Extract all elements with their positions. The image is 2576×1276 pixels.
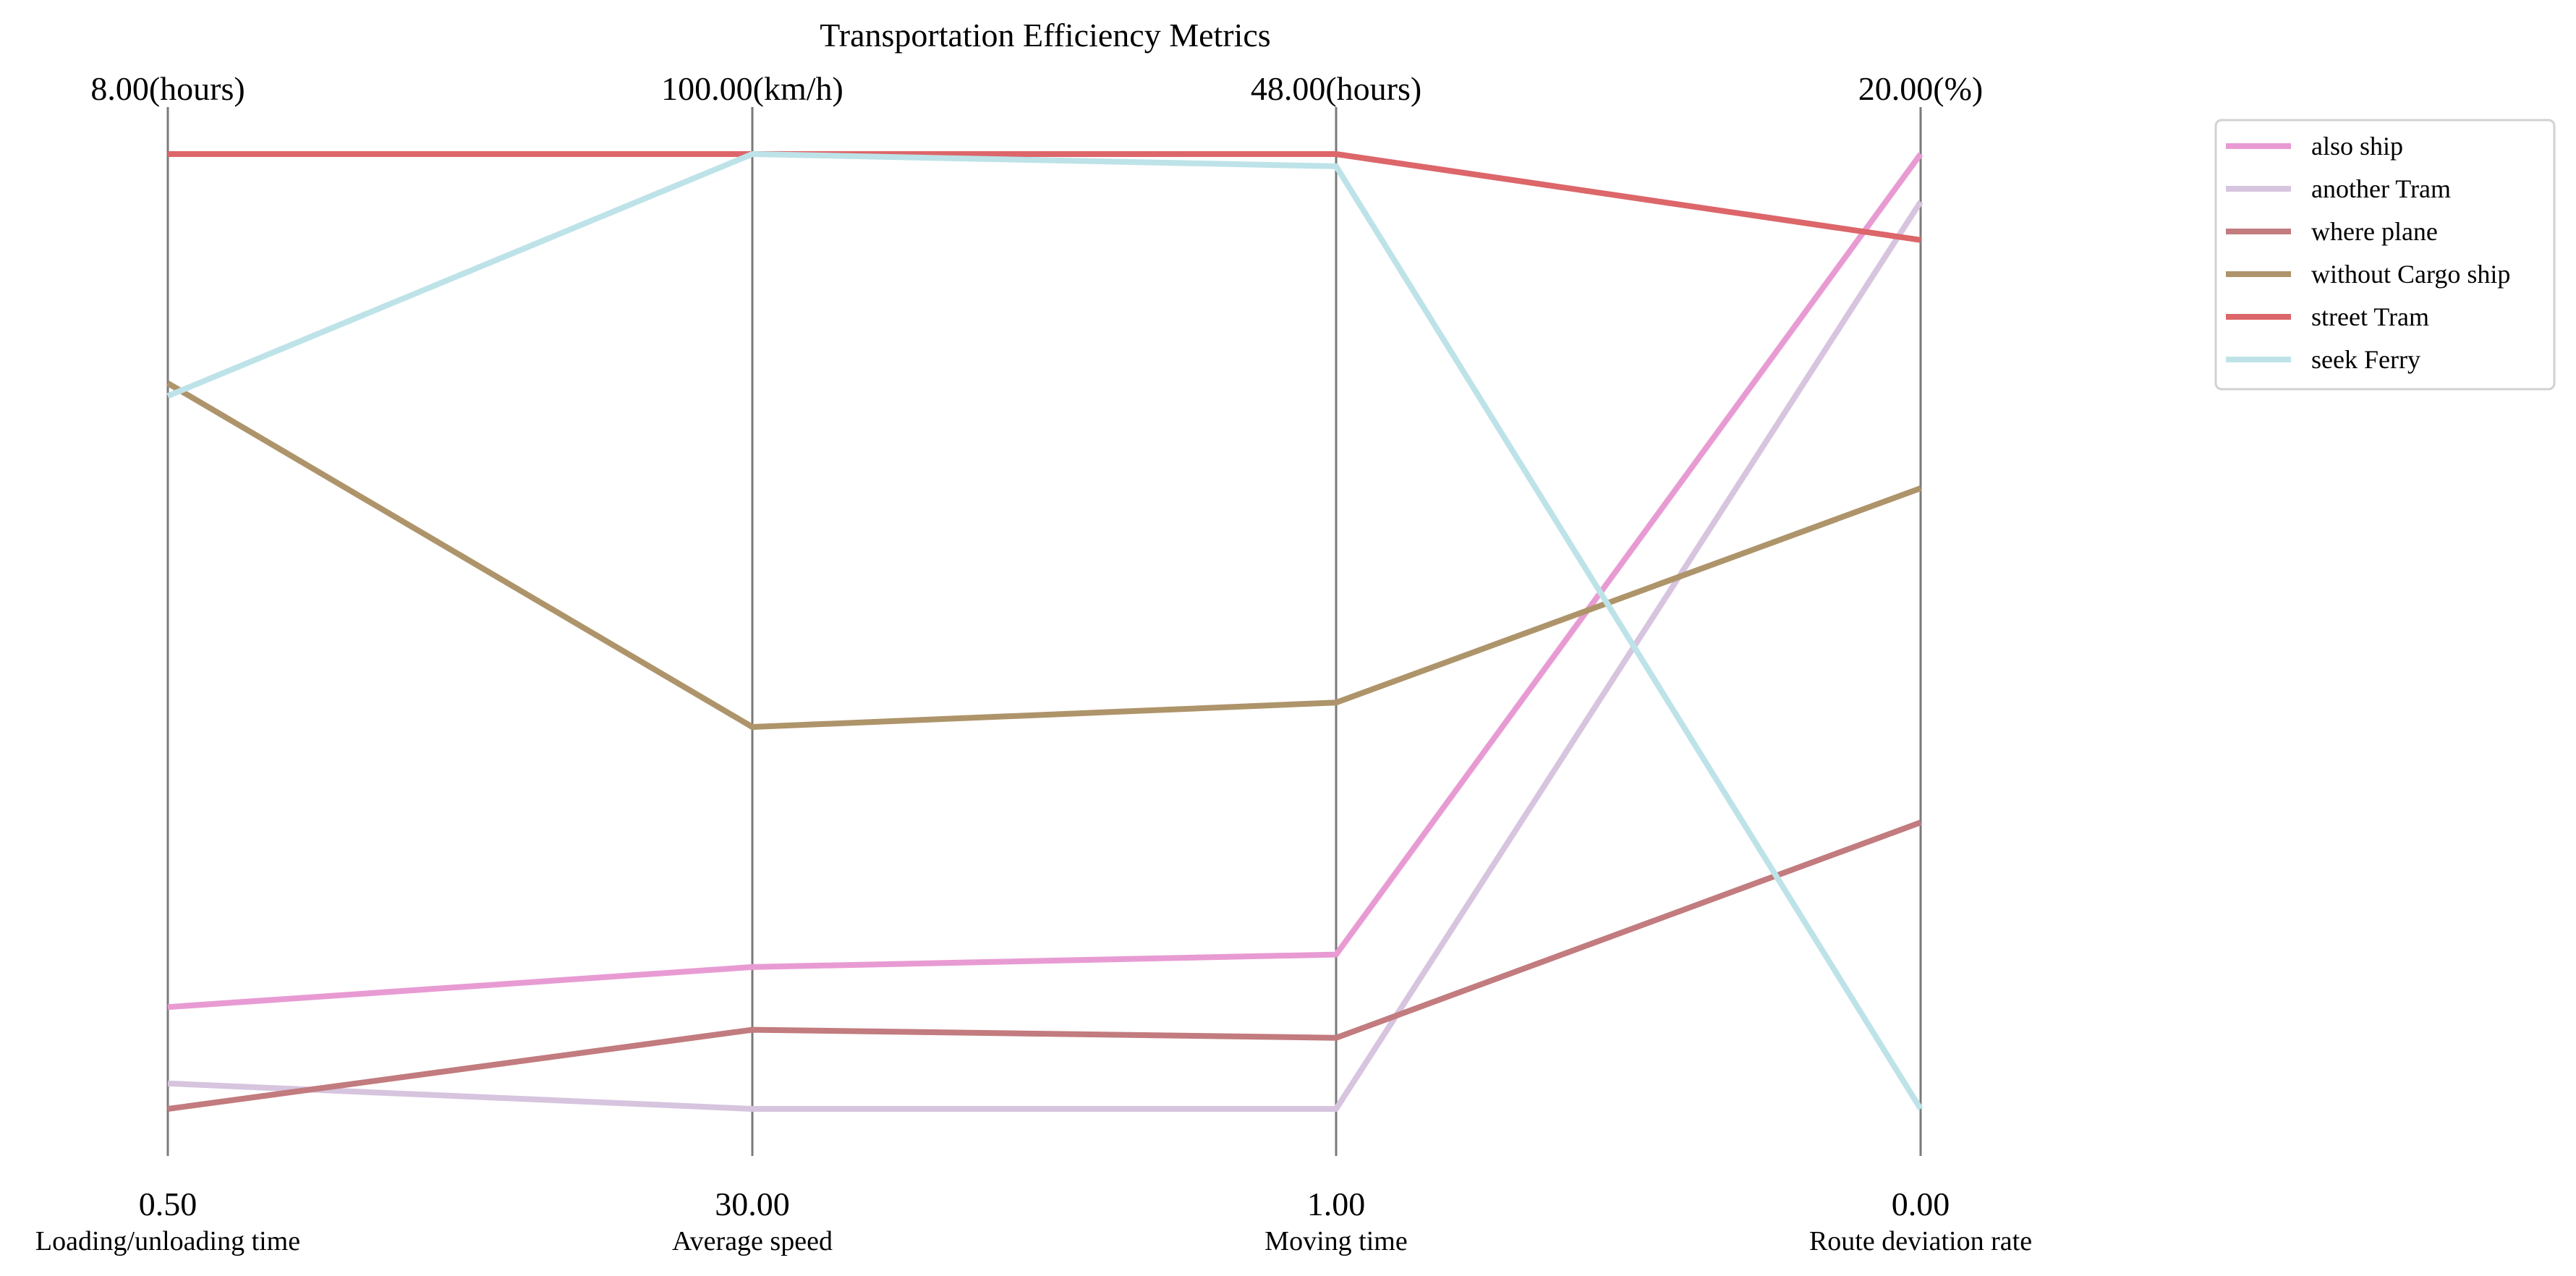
- legend-label-also-ship: also ship: [2311, 132, 2403, 161]
- axis-name-label-moving-time: Moving time: [1264, 1226, 1407, 1256]
- legend-label-where-plane: where plane: [2311, 217, 2438, 246]
- legend-label-without-cargo-ship: without Cargo ship: [2311, 260, 2510, 289]
- axis-name-label-route-deviation-rate: Route deviation rate: [1809, 1226, 2032, 1256]
- legend-frame: [2214, 119, 2556, 391]
- axis-name-label-average-speed: Average speed: [672, 1226, 833, 1256]
- axis-max-label-loading-unloading-time: 8.00(hours): [90, 70, 245, 107]
- series-line-seek-ferry: [166, 151, 1924, 1111]
- axis-min-label-loading-unloading-time: 0.50: [139, 1186, 197, 1222]
- axis-min-label-route-deviation-rate: 0.00: [1892, 1186, 1950, 1222]
- series-line-without-cargo-ship: [166, 380, 1922, 730]
- legend-label-street-tram: street Tram: [2311, 302, 2429, 331]
- series-lines-group: [166, 151, 1924, 1112]
- legend-label-seek-ferry: seek Ferry: [2311, 345, 2420, 374]
- axis-max-label-route-deviation-rate: 20.00(%): [1858, 70, 1983, 107]
- axis-max-label-average-speed: 100.00(km/h): [661, 70, 843, 107]
- axes-group: 8.00(hours) 0.50 Loading/unloading time 100…: [35, 70, 2032, 1256]
- axis-min-label-average-speed: 30.00: [715, 1186, 790, 1222]
- chart-title: Transportation Efficiency Metrics: [820, 17, 1270, 54]
- legend: also ship another Tram where plane without …: [2214, 119, 2556, 391]
- legend-label-another-tram: another Tram: [2311, 174, 2451, 203]
- axis-min-label-moving-time: 1.00: [1307, 1186, 1366, 1222]
- axis-max-label-moving-time: 48.00(hours): [1251, 70, 1421, 107]
- series-line-where-plane: [167, 820, 1922, 1112]
- series-line-also-ship: [167, 152, 1924, 1011]
- series-line-street-tram: [168, 151, 1921, 243]
- axis-name-label-loading-unloading-time: Loading/unloading time: [35, 1226, 300, 1256]
- series-line-another-tram: [167, 200, 1924, 1112]
